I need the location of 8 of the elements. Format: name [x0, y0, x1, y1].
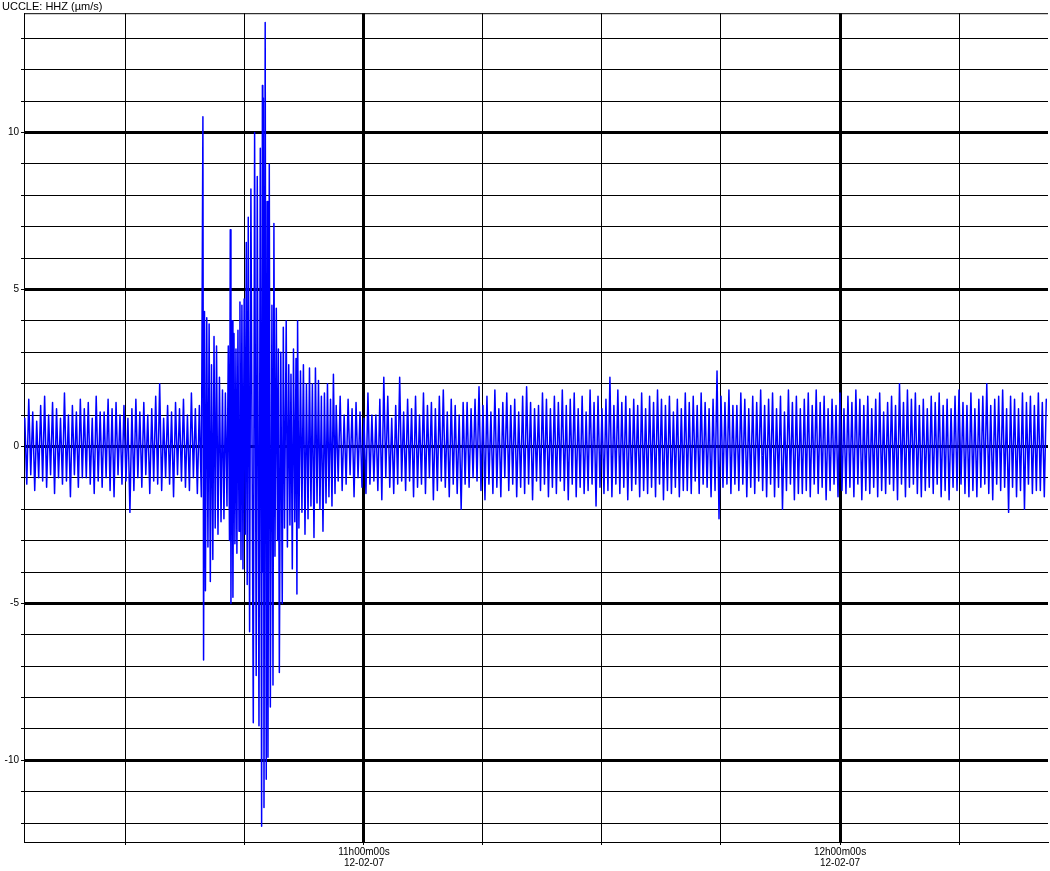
y-tick-label: 5 — [13, 283, 20, 295]
x-tick-label: 12h00m00s 12-02-07 — [813, 846, 867, 869]
chart-title: UCCLE: HHZ (µm/s) — [2, 0, 103, 12]
x-tick-label: 11h00m00s 12-02-07 — [338, 846, 390, 869]
y-tick-label: 10 — [7, 126, 20, 138]
y-tick-label: -5 — [10, 597, 20, 609]
y-tick-label: -10 — [4, 754, 20, 766]
y-tick-label: 0 — [13, 440, 20, 452]
